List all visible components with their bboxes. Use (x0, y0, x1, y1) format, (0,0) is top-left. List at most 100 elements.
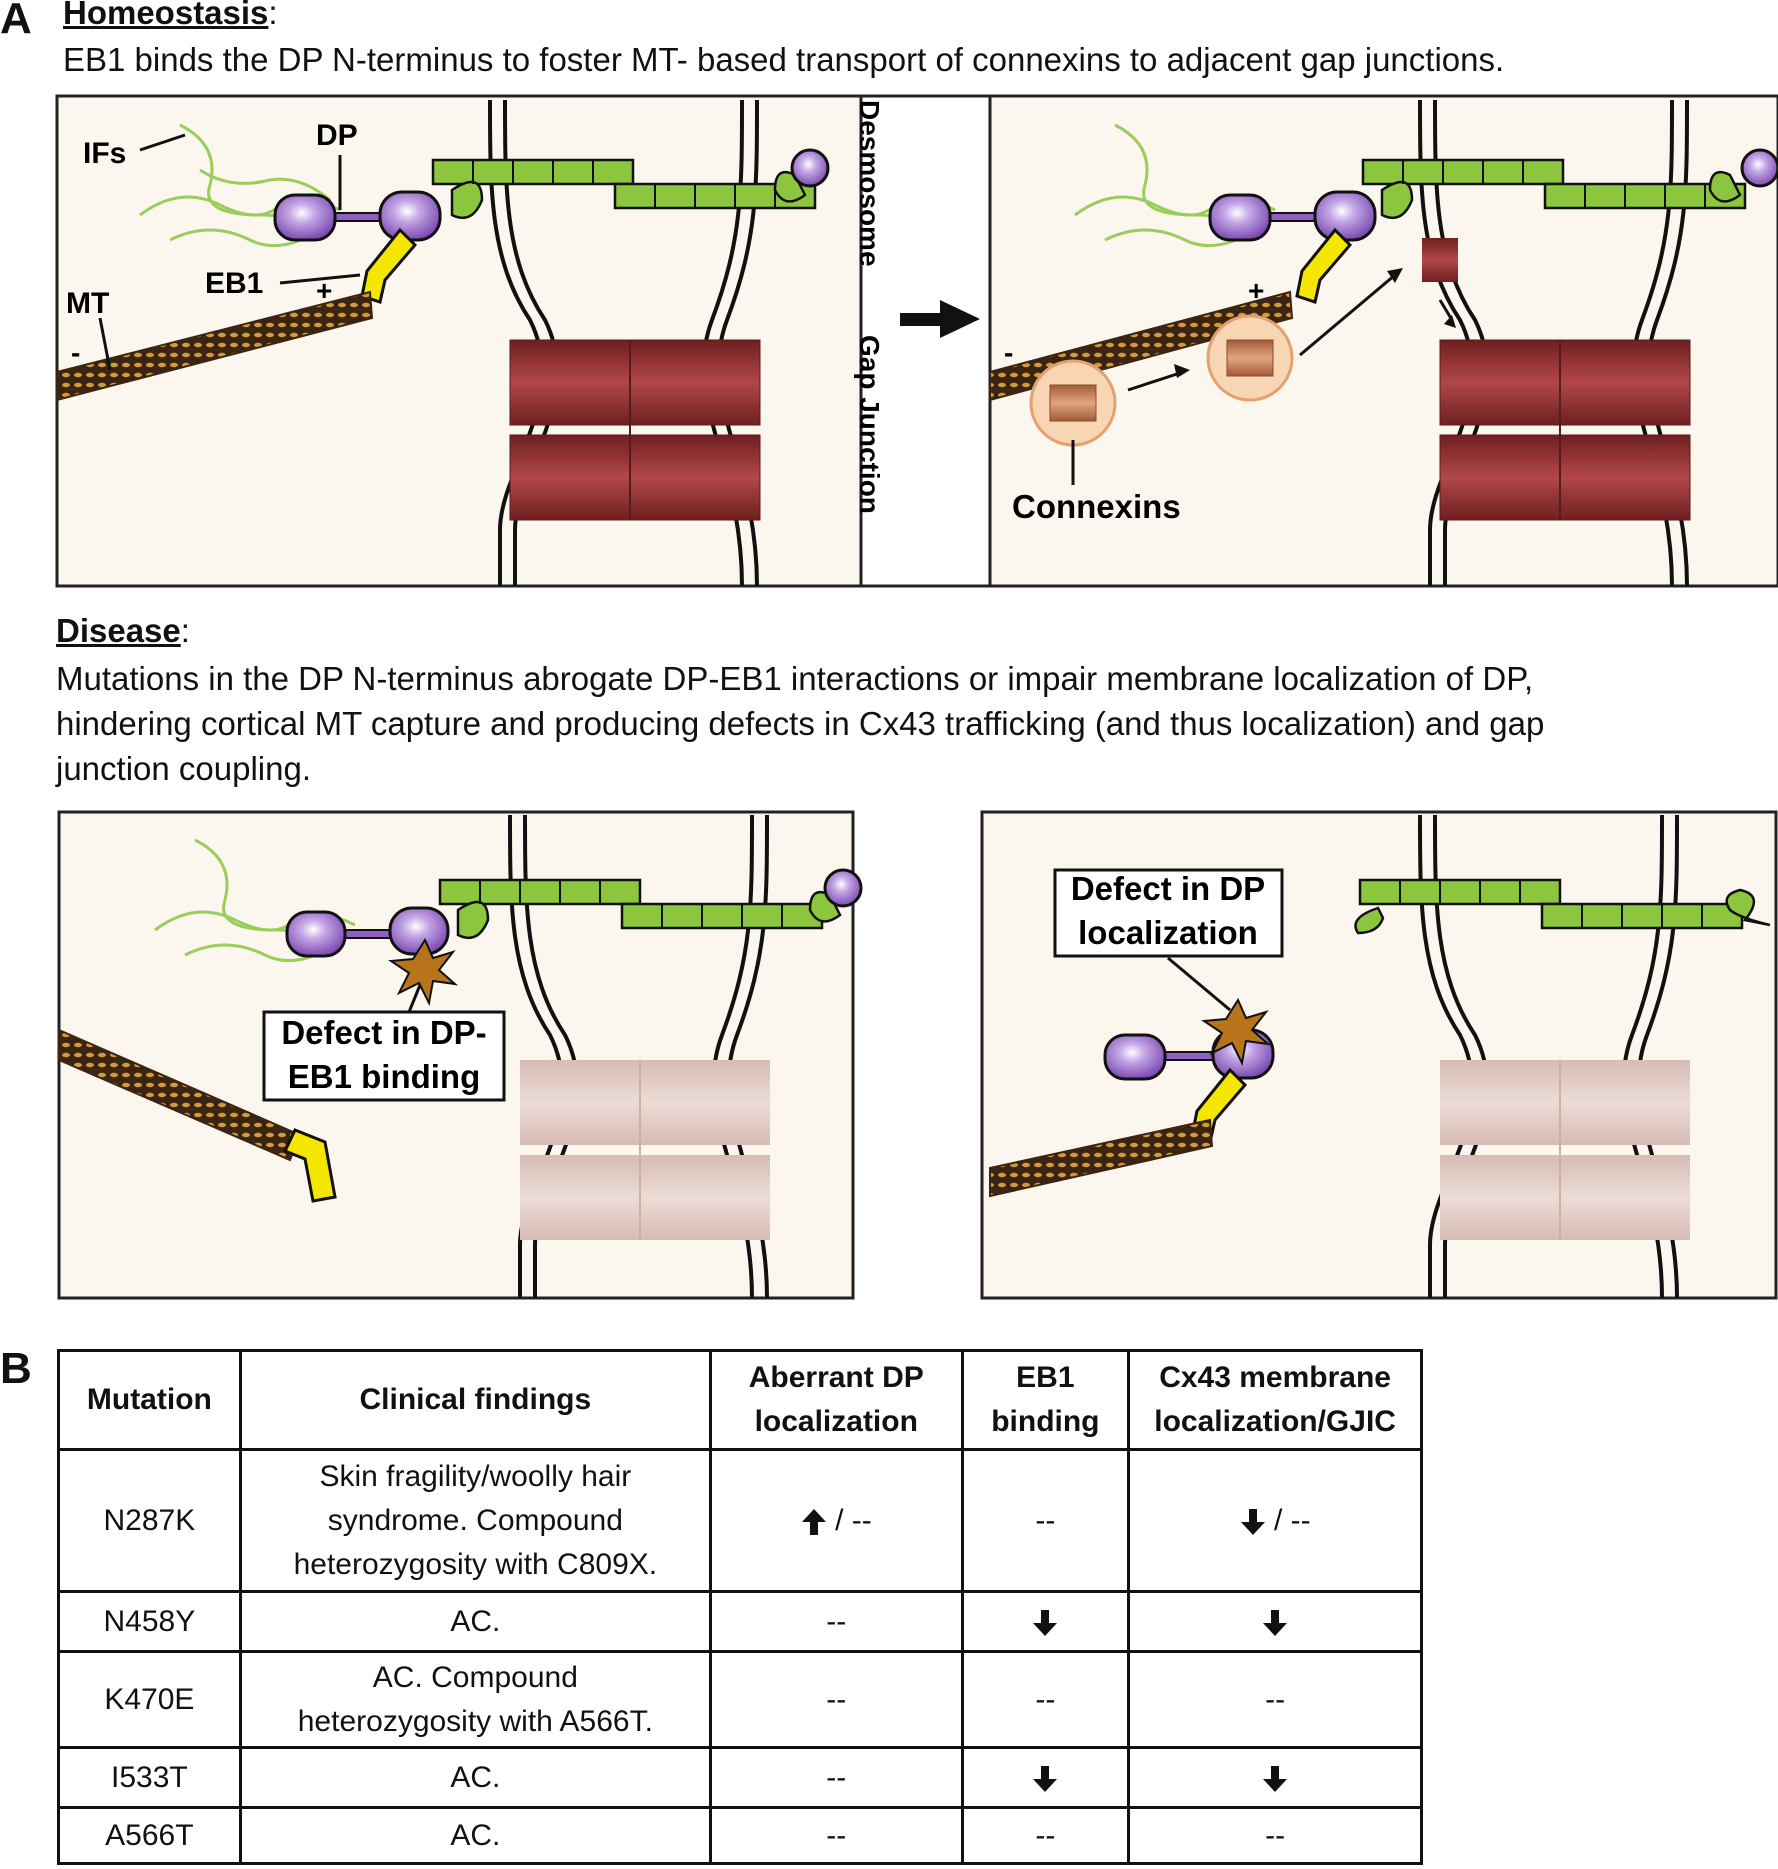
heading-colon: : (180, 612, 190, 649)
col-header-cx43: Cx43 membrane localization/GJIC (1127, 1349, 1423, 1451)
disease-heading: Disease (56, 612, 181, 649)
panel-a-letter: A (0, 0, 32, 43)
homeostasis-heading: Homeostasis (63, 0, 269, 31)
cell-cx43 (1127, 1746, 1423, 1809)
defect-localization-line-1: Defect in DP (1071, 870, 1265, 907)
cell-cx43: -- (1127, 1806, 1423, 1865)
label-gap-junction: Gap Junction (854, 335, 885, 514)
cell-dp-localization: / -- (708, 1448, 964, 1593)
down-arrow-icon (1033, 1609, 1058, 1636)
homeostasis-heading-wrap: Homeostasis: (63, 0, 278, 32)
cell-eb1-binding (960, 1590, 1131, 1653)
defect-binding-line-2: EB1 binding (288, 1058, 481, 1095)
connexin-inserting (1422, 238, 1458, 282)
cell-eb1-binding: -- (960, 1448, 1131, 1593)
cell-dp-localization: -- (708, 1746, 964, 1809)
eb1-protein (282, 1128, 337, 1203)
plaque-dividers (472, 160, 776, 208)
transport-arrows (1127, 273, 1454, 392)
down-arrow-icon (1263, 1609, 1288, 1636)
gap-junction-reduced (1440, 1060, 1690, 1240)
down-arrow-icon (1033, 1765, 1058, 1792)
eb1-protein (1295, 227, 1353, 304)
gap-junction (509, 339, 761, 521)
cell-mutation: K470E (57, 1650, 242, 1749)
disease-caption-line-1: Mutations in the DP N-terminus abrogate … (56, 660, 1534, 697)
label-connexins: Connexins (1012, 488, 1181, 525)
desmoplakin (285, 868, 863, 958)
cell-findings: Skin fragility/woolly hair syndrome. Comp… (238, 1448, 712, 1593)
cell-dp-localization: -- (708, 1650, 964, 1749)
cell-eb1-binding: -- (960, 1650, 1131, 1749)
disease-panel-left: Defect in DP- EB1 binding (57, 810, 863, 1300)
arrowheads (1174, 268, 1456, 378)
label-desmosome: Desmosome (854, 100, 885, 267)
down-arrow-icon (1263, 1765, 1288, 1792)
panel-b-letter: B (0, 1344, 32, 1393)
label-eb1: EB1 (205, 267, 263, 300)
col-header-dp-localization: Aberrant DP localization (708, 1349, 964, 1451)
heading-colon: : (268, 0, 278, 31)
cell-findings: AC. (238, 1746, 712, 1809)
label-mt: MT (66, 287, 109, 320)
label-minus-end: - (71, 337, 80, 368)
cell-cx43 (1127, 1590, 1423, 1653)
connexin-vesicle (1029, 359, 1117, 447)
leader-lines (98, 133, 361, 371)
plaque-dividers (1399, 880, 1703, 928)
label-dp: DP (316, 119, 358, 152)
desmosome-plaque (438, 878, 842, 940)
cell-cx43: / -- (1127, 1448, 1423, 1593)
desmoplakin (273, 148, 830, 242)
homeostasis-caption: EB1 binds the DP N-terminus to foster MT… (63, 41, 1505, 78)
table-row: I533T AC. -- (57, 1746, 1423, 1809)
plaque-dividers (479, 880, 783, 928)
desmosome-plaque (1354, 878, 1771, 935)
table-row: N458Y AC. -- (57, 1590, 1423, 1653)
homeostasis-panel-right: + - Connexins (861, 94, 1778, 588)
gap-junction-reduced (520, 1060, 770, 1240)
table-row: A566T AC. -- -- -- (57, 1806, 1423, 1865)
label-plus-end: + (316, 275, 332, 306)
cell-dp-localization: -- (708, 1806, 964, 1865)
label-plus-end: + (1248, 275, 1264, 306)
disease-caption-line-3: junction coupling. (56, 750, 312, 787)
transition-arrow (900, 300, 980, 338)
defect-binding-box (262, 1010, 506, 1102)
disease-heading-wrap: Disease: (56, 612, 190, 650)
cell-mutation: I533T (57, 1746, 242, 1809)
microtubule (989, 1118, 1214, 1198)
microtubule (56, 290, 374, 402)
disease-panel-right: Defect in DP localization (980, 810, 1778, 1300)
defect-star (388, 937, 459, 1007)
eb1-protein (360, 227, 418, 304)
cell-mutation: N458Y (57, 1590, 242, 1653)
gap-junction (1439, 339, 1691, 521)
defect-localization-box (1053, 868, 1284, 958)
cell-dp-localization: -- (708, 1590, 964, 1653)
cell-mutation: N287K (57, 1448, 242, 1593)
cell-mutation: A566T (57, 1806, 242, 1865)
table-row: N287K Skin fragility/woolly hair syndrome… (57, 1448, 1423, 1593)
col-header-clinical: Clinical findings (238, 1349, 712, 1451)
homeostasis-panel-left: IFs DP EB1 MT + - (55, 94, 863, 588)
desmoplakin (1208, 148, 1778, 242)
microtubule (58, 1028, 302, 1162)
up-arrow-icon (801, 1508, 826, 1535)
cell-cx43: -- (1127, 1650, 1423, 1749)
col-header-mutation: Mutation (57, 1349, 242, 1451)
table-row: K470E AC. Compound heterozygosity with A5… (57, 1650, 1423, 1749)
cell-findings: AC. (238, 1806, 712, 1865)
table-header-row: Mutation Clinical findings Aberrant DP lo… (57, 1349, 1423, 1451)
cell-eb1-binding (960, 1746, 1131, 1809)
defect-binding-line-1: Defect in DP- (281, 1014, 486, 1051)
label-minus-end: - (1004, 337, 1013, 368)
disease-caption-line-2: hindering cortical MT capture and produc… (56, 705, 1545, 742)
connexin-vesicle (1206, 314, 1294, 402)
col-header-eb1-binding: EB1 binding (960, 1349, 1131, 1451)
cell-eb1-binding: -- (960, 1806, 1131, 1865)
down-arrow-icon (1240, 1508, 1265, 1535)
desmosome-plaque (1361, 158, 1747, 220)
label-ifs: IFs (83, 137, 126, 170)
